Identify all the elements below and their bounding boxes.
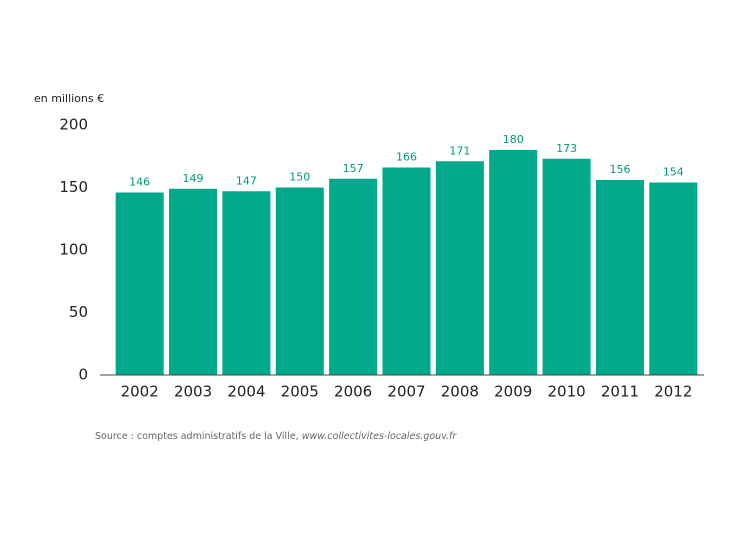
source-url: www.collectivites-locales.gouv.fr — [302, 431, 458, 442]
bar — [595, 180, 644, 375]
value-label: 156 — [609, 163, 630, 176]
bar — [382, 167, 431, 375]
y-tick-label: 50 — [69, 303, 88, 321]
bar — [222, 191, 271, 375]
x-tick-label: 2006 — [334, 383, 372, 401]
y-tick-label: 0 — [78, 366, 88, 384]
source: Source : comptes administratifs de la Vi… — [95, 431, 457, 442]
x-tick-label: 2009 — [494, 383, 532, 401]
bar — [649, 182, 698, 375]
value-label: 146 — [129, 176, 150, 189]
value-label: 157 — [343, 162, 364, 175]
value-label: 150 — [289, 171, 310, 184]
value-label: 154 — [663, 166, 684, 179]
bar — [169, 188, 218, 375]
x-tick-label: 2002 — [121, 383, 159, 401]
x-tick-label: 2008 — [441, 383, 479, 401]
value-label: 166 — [396, 151, 417, 164]
x-tick-label: 2007 — [387, 383, 425, 401]
bar — [542, 158, 591, 375]
y-tick-label: 200 — [59, 116, 88, 134]
bar — [115, 192, 164, 375]
value-label: 180 — [503, 133, 524, 146]
x-tick-label: 2005 — [281, 383, 319, 401]
value-label: 147 — [236, 174, 257, 187]
x-tick-label: 2011 — [601, 383, 639, 401]
value-label: 173 — [556, 142, 577, 155]
source-text: Source : comptes administratifs de la Vi… — [95, 431, 299, 442]
x-tick-label: 2010 — [547, 383, 585, 401]
unit-label: en millions € — [34, 92, 104, 105]
value-label: 149 — [183, 172, 204, 185]
y-tick-label: 100 — [59, 241, 88, 259]
x-tick-label: 2004 — [227, 383, 265, 401]
bar — [329, 178, 378, 375]
bar — [275, 187, 324, 375]
x-tick-label: 2012 — [654, 383, 692, 401]
bar — [489, 150, 538, 375]
y-tick-label: 150 — [59, 178, 88, 196]
value-label: 171 — [449, 144, 470, 157]
bar — [435, 161, 484, 375]
x-tick-label: 2003 — [174, 383, 212, 401]
